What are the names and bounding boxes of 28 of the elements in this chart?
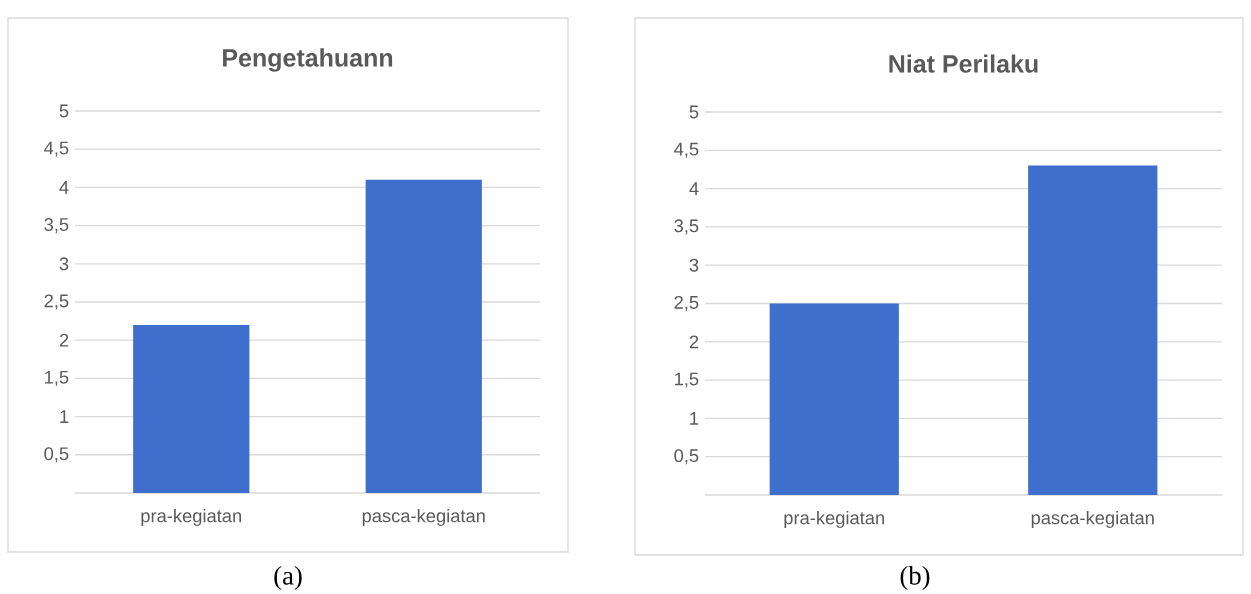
y-tick-label: 2: [689, 335, 699, 349]
chart-title: Niat Perilaku: [889, 54, 1038, 73]
y-tick-label: 1,5: [675, 372, 699, 388]
chart-title: Pengetahuann: [223, 48, 393, 72]
y-tick-label: 3: [59, 257, 69, 271]
text: (b): [900, 565, 930, 591]
y-tick-label: 3,5: [44, 218, 69, 234]
y-tick-label: 2: [59, 333, 69, 347]
y-tick-label: 3,5: [674, 219, 699, 235]
y-tick-label: 1,5: [45, 370, 69, 386]
x-tick-label: pra-kegiatan: [141, 508, 241, 526]
y-tick-label: 4: [59, 181, 69, 194]
y-tick-label: 1: [60, 410, 69, 423]
x-tick-label: pasca-kegiatan: [1031, 510, 1154, 528]
y-tick-label: 2,5: [44, 294, 69, 310]
y-tick-label: 2,5: [674, 295, 699, 312]
y-tick-label: 5: [59, 104, 69, 118]
y-tick-label: 4,5: [44, 141, 69, 157]
y-tick-label: 1: [690, 412, 699, 425]
text: (a): [274, 565, 302, 591]
y-tick-label: 3: [689, 258, 699, 272]
y-tick-label: 0,5: [44, 447, 69, 463]
x-tick-label: pra-kegiatan: [784, 510, 884, 528]
y-tick-label: 4,5: [674, 142, 699, 158]
y-tick-label: 4: [689, 182, 699, 195]
x-tick-label: pasca-kegiatan: [362, 508, 485, 526]
y-tick-label: 0,5: [674, 449, 699, 465]
y-tick-label: 5: [689, 105, 699, 119]
